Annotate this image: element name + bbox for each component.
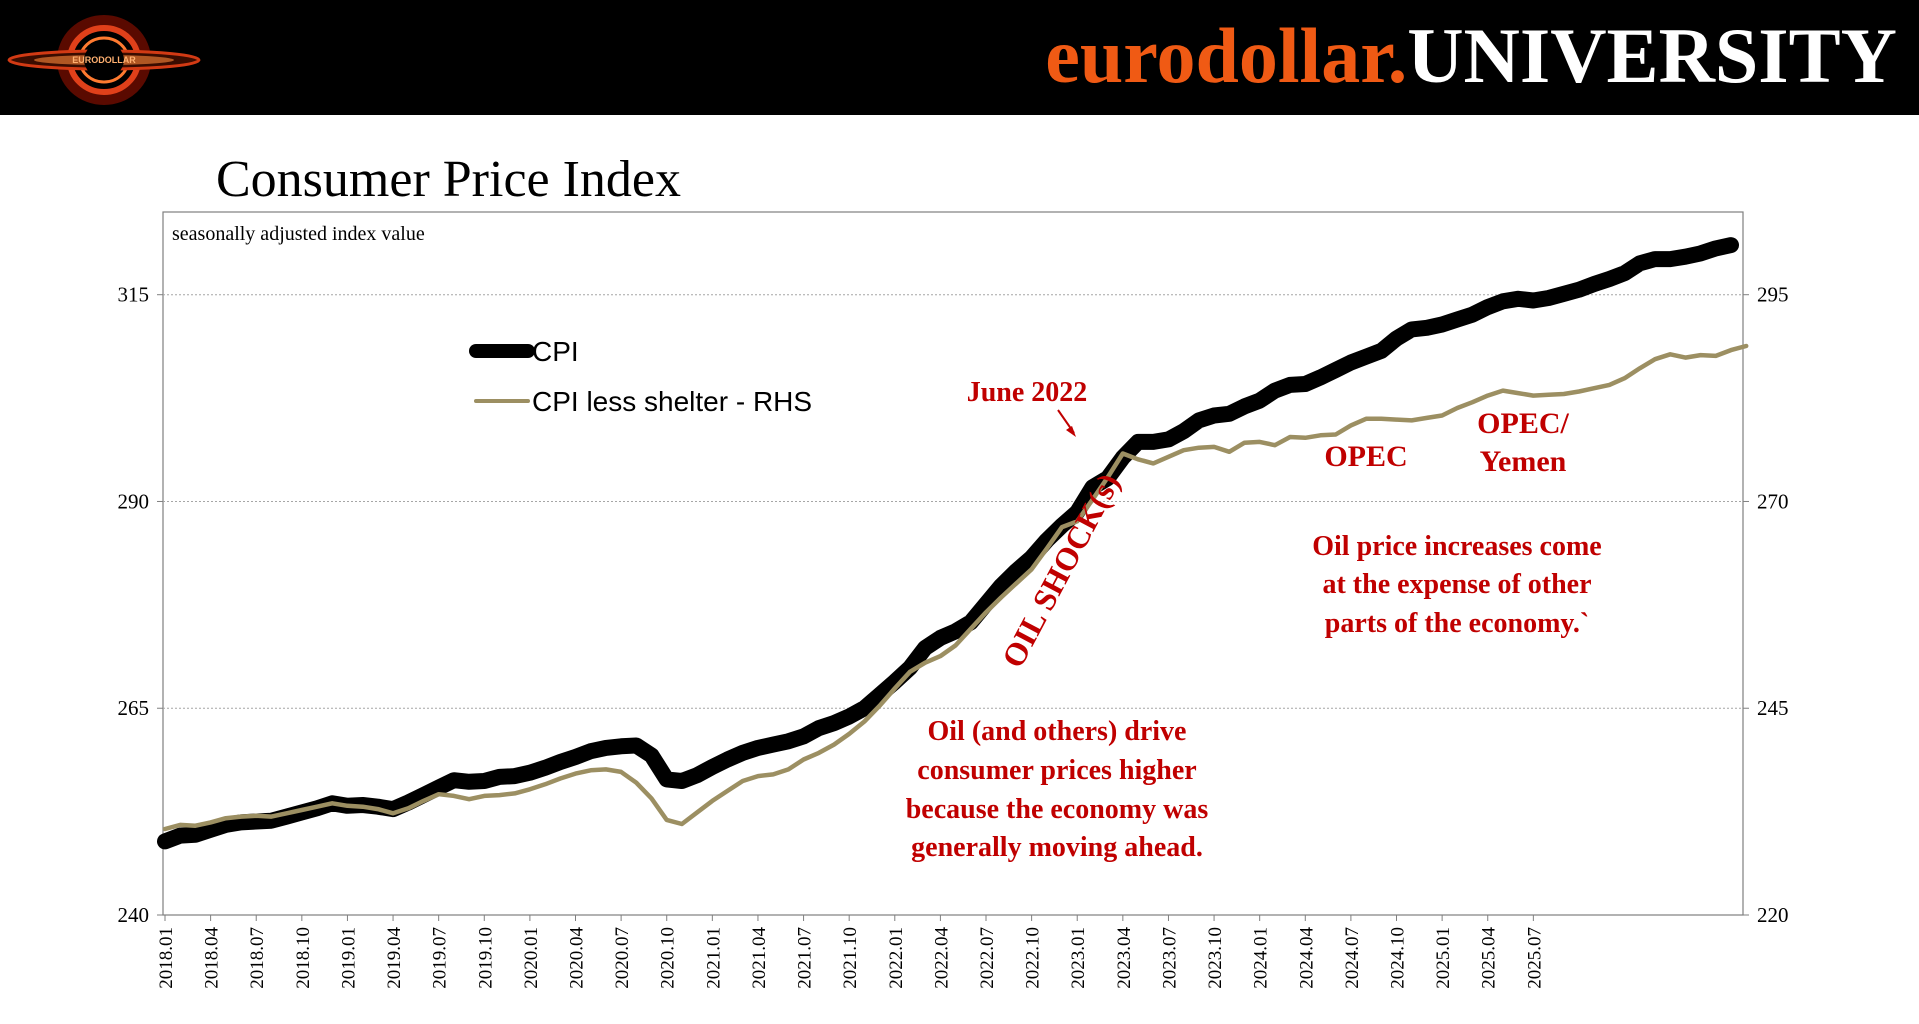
legend-label-cpi: CPI (532, 336, 579, 367)
annotation-june-2022: June 2022 (967, 377, 1088, 408)
x-tick-label: 2021.07 (795, 927, 816, 989)
chart-subtitle: seasonally adjusted index value (172, 223, 425, 245)
annotation-oil-increase-line: Oil price increases come (1312, 531, 1602, 562)
annotation-oil-drive-line: because the economy was (906, 794, 1209, 825)
x-tick-label: 2021.10 (840, 927, 861, 989)
eurodollar-logo: EURODOLLAR (0, 0, 208, 115)
x-tick-label: 2022.07 (977, 927, 998, 989)
x-tick-label: 2019.04 (384, 927, 405, 989)
left-tick-label: 265 (118, 696, 150, 720)
legend-label-core: CPI less shelter - RHS (532, 386, 812, 417)
annotation-oil-drive-line: generally moving ahead. (911, 832, 1203, 863)
brand-part-1: eurodollar. (1045, 12, 1408, 99)
x-tick-label: 2018.04 (202, 927, 223, 989)
x-tick-label: 2022.01 (886, 927, 907, 989)
x-tick-label: 2021.01 (703, 927, 724, 989)
right-tick-label: 295 (1757, 283, 1789, 307)
x-tick-label: 2025.07 (1524, 927, 1545, 989)
x-tick-label: 2024.07 (1342, 927, 1363, 989)
x-tick-label: 2020.04 (567, 927, 588, 989)
left-tick-label: 240 (118, 903, 150, 927)
annotation-oil-drive-line: consumer prices higher (917, 755, 1196, 786)
left-tick-label: 290 (118, 489, 150, 513)
annotation-oil-increase-line: at the expense of other (1322, 569, 1591, 600)
x-tick-label: 2025.04 (1479, 927, 1500, 989)
annotation-opec-yemen-1: OPEC/ (1477, 407, 1569, 440)
x-tick-label: 2019.07 (430, 927, 451, 989)
x-tick-label: 2024.04 (1296, 927, 1317, 989)
x-tick-label: 2018.07 (247, 927, 268, 989)
logo-text: EURODOLLAR (72, 55, 136, 65)
plot-frame (162, 211, 1744, 916)
june-2022-arrow (1057, 409, 1076, 437)
chart-title: Consumer Price Index (216, 151, 682, 208)
legend: CPI CPI less shelter - RHS (469, 336, 812, 417)
annotation-oil-drive-line: Oil (and others) drive (928, 716, 1187, 747)
header-banner: EURODOLLAR eurodollar.UNIVERSITY (0, 0, 1919, 115)
x-tick-label: 2020.01 (521, 927, 542, 989)
x-tick-label: 2018.10 (293, 927, 314, 989)
x-tick-label: 2023.01 (1068, 927, 1089, 989)
annotation-opec-yemen-2: Yemen (1480, 445, 1567, 478)
brand-part-2: UNIVERSITY (1407, 12, 1897, 99)
x-tick-label: 2023.10 (1205, 927, 1226, 989)
x-tick-label: 2023.04 (1114, 927, 1135, 989)
x-tick-label: 2022.10 (1023, 927, 1044, 989)
x-tick-label: 2024.01 (1251, 927, 1272, 989)
x-tick-label: 2025.01 (1433, 927, 1454, 989)
right-tick-label: 245 (1757, 696, 1789, 720)
brand-title: eurodollar.UNIVERSITY (1045, 8, 1897, 104)
x-tick-label: 2020.07 (612, 927, 633, 989)
x-tick-label: 2019.01 (338, 927, 359, 989)
x-tick-label: 2019.10 (475, 927, 496, 989)
annotation-opec: OPEC (1324, 440, 1407, 473)
x-tick-label: 2022.04 (931, 927, 952, 989)
x-tick-label: 2021.04 (749, 927, 770, 989)
left-tick-label: 315 (118, 283, 150, 307)
x-tick-label: 2023.07 (1159, 927, 1180, 989)
series-line-cpi (157, 237, 1739, 850)
annotation-oil-increase-line: parts of the economy.` (1325, 608, 1589, 639)
right-tick-label: 270 (1757, 489, 1789, 513)
series-line-cpi-less-shelter (162, 343, 1749, 832)
x-tick-label: 2024.10 (1388, 927, 1409, 989)
right-tick-label: 220 (1757, 903, 1789, 927)
x-tick-label: 2018.01 (156, 927, 177, 989)
x-tick-label: 2020.10 (658, 927, 679, 989)
